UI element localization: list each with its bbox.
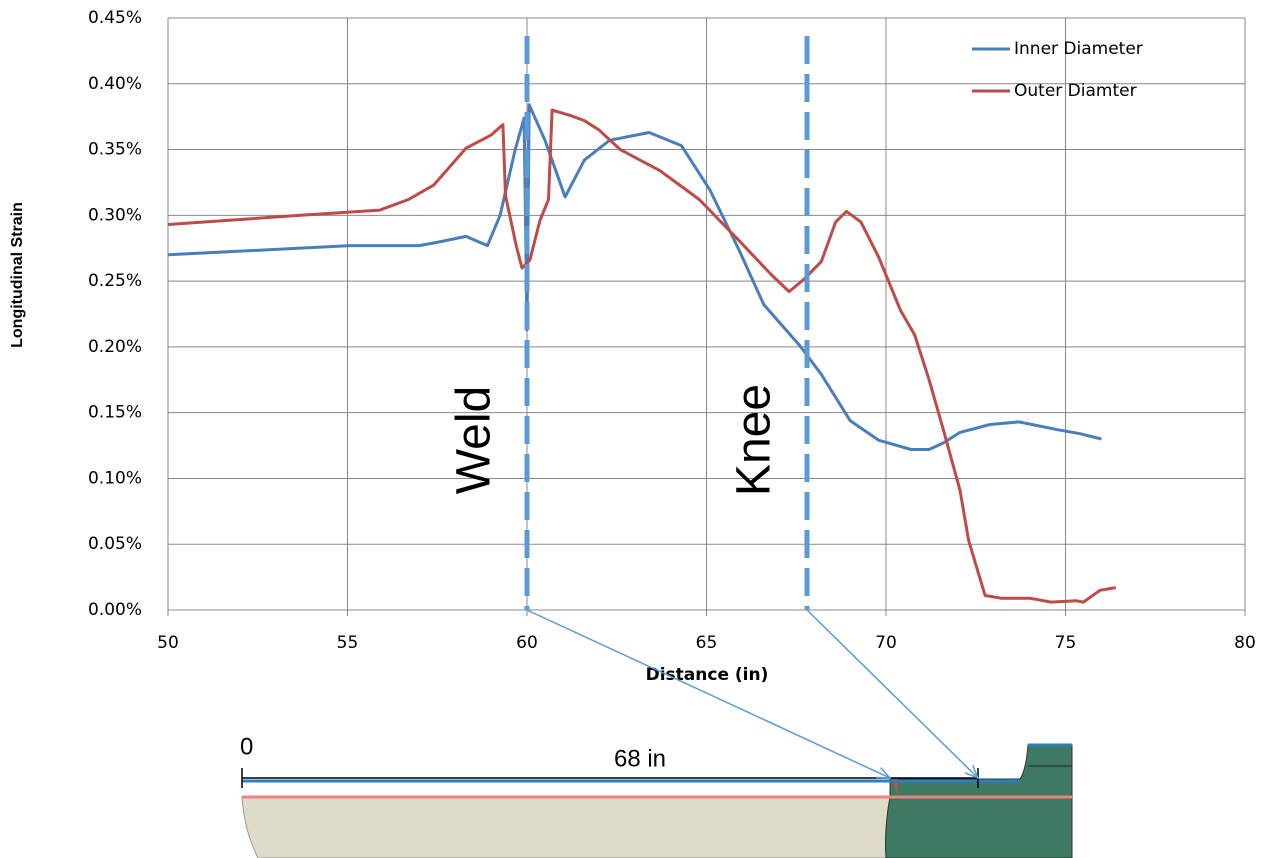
annotation-label: Weld	[448, 386, 501, 495]
y-tick-label: 0.30%	[88, 205, 142, 225]
y-tick-label: 0.45%	[88, 8, 142, 28]
diagram-label: 68 in	[614, 745, 666, 772]
x-axis-label: Distance (in)	[646, 665, 769, 685]
pipe-body	[242, 797, 890, 858]
y-tick-label: 0.20%	[88, 337, 142, 357]
y-tick-label: 0.00%	[88, 600, 142, 620]
y-tick-label: 0.40%	[88, 74, 142, 94]
legend-label: Inner Diameter	[1014, 39, 1143, 59]
y-tick-label: 0.15%	[88, 403, 142, 423]
series-line	[168, 110, 1116, 602]
pipe-flange	[890, 745, 1072, 797]
pipe-diagram: 0 68 in	[240, 733, 1072, 858]
y-tick-label: 0.10%	[88, 468, 142, 488]
y-axis-label: Longitudinal Strain	[9, 202, 26, 348]
x-tick-label: 60	[516, 633, 538, 653]
annotation-label: Knee	[728, 384, 781, 496]
pipe-elbow	[886, 797, 1073, 858]
chart: Distance (in) Longitudinal Strain 0 68 i…	[0, 0, 1264, 858]
x-tick-label: 75	[1055, 633, 1077, 653]
x-tick-label: 70	[875, 633, 897, 653]
x-tick-label: 65	[696, 633, 718, 653]
legend-label: Outer Diamter	[1014, 81, 1137, 101]
y-tick-label: 0.05%	[88, 534, 142, 554]
y-tick-label: 0.25%	[88, 271, 142, 291]
x-tick-label: 55	[337, 633, 359, 653]
x-tick-label: 80	[1234, 633, 1256, 653]
x-tick-label: 50	[157, 633, 179, 653]
y-tick-label: 0.35%	[88, 140, 142, 160]
diagram-label: 0	[240, 733, 253, 760]
